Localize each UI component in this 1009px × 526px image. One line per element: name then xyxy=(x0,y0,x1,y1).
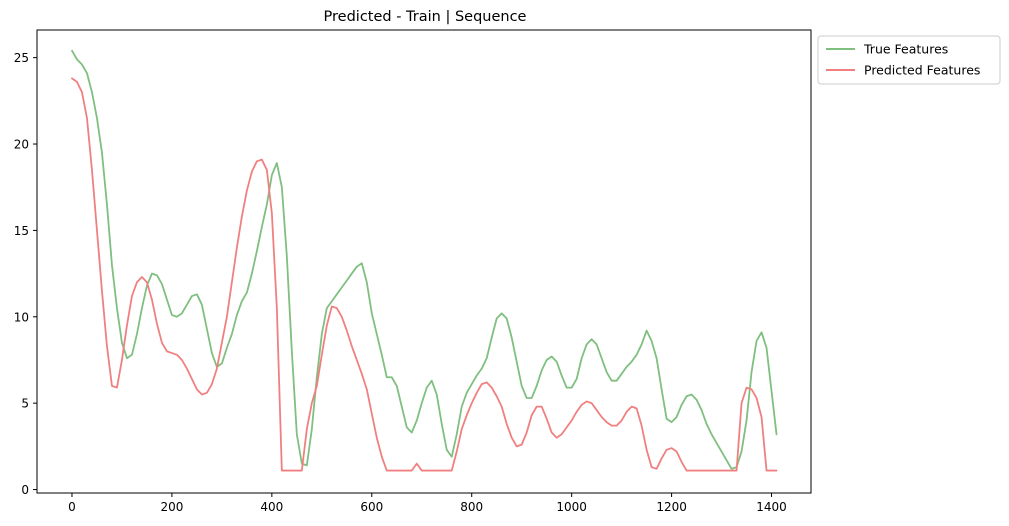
legend-label-predicted-features: Predicted Features xyxy=(864,63,980,78)
x-tick-label: 0 xyxy=(68,500,76,514)
series-layer xyxy=(71,49,778,472)
legend-label-true-features: True Features xyxy=(863,42,948,57)
legend: True Features Predicted Features xyxy=(817,35,1001,85)
x-tick-label: 1000 xyxy=(556,500,587,514)
x-tick-label: 1400 xyxy=(756,500,787,514)
plot-frame xyxy=(36,29,812,494)
x-tick-label: 1200 xyxy=(656,500,687,514)
y-tick-label: 20 xyxy=(14,138,29,152)
x-axis: 0 200 400 600 800 1000 1200 1400 xyxy=(68,493,787,514)
x-tick-label: 600 xyxy=(360,500,383,514)
y-axis: 0 5 10 15 20 25 xyxy=(14,51,37,497)
y-tick-label: 25 xyxy=(14,51,29,65)
series-line-true-features xyxy=(71,49,778,470)
legend-box xyxy=(817,35,1001,85)
y-tick-label: 15 xyxy=(14,224,29,238)
x-tick-label: 200 xyxy=(160,500,183,514)
x-tick-label: 400 xyxy=(260,500,283,514)
y-tick-label: 5 xyxy=(21,397,29,411)
x-tick-label: 800 xyxy=(460,500,483,514)
y-tick-label: 10 xyxy=(14,310,29,324)
series-line-predicted-features xyxy=(71,77,778,472)
chart-title: Predicted - Train | Sequence xyxy=(324,9,527,25)
y-tick-label: 0 xyxy=(21,483,29,497)
